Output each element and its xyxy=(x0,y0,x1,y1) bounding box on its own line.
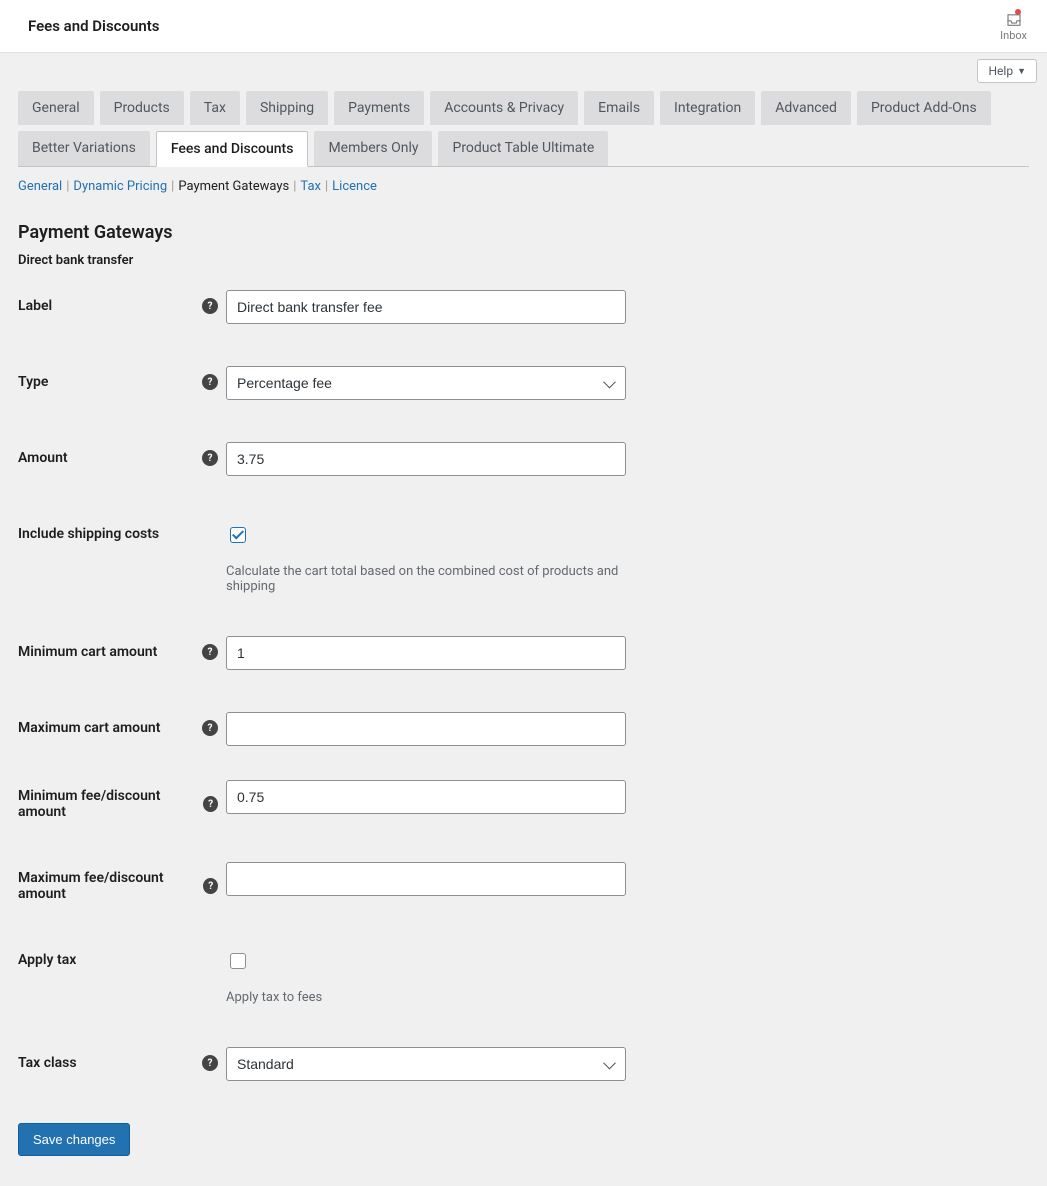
field-amount xyxy=(226,442,626,476)
label-min-cart: Minimum cart amount ? xyxy=(18,636,226,660)
tab-members-only[interactable]: Members Only xyxy=(314,131,432,166)
section-title: Payment Gateways xyxy=(18,222,1029,243)
tab-emails[interactable]: Emails xyxy=(584,91,654,125)
help-icon[interactable]: ? xyxy=(203,878,218,894)
tab-tax[interactable]: Tax xyxy=(190,91,240,125)
type-select[interactable]: Percentage fee xyxy=(226,366,626,400)
row-tax-class: Tax class ? Standard xyxy=(18,1047,1029,1081)
section-subheading: Direct bank transfer xyxy=(18,253,1029,268)
help-label: Help xyxy=(988,64,1013,78)
row-min-cart: Minimum cart amount ? xyxy=(18,636,1029,670)
save-button[interactable]: Save changes xyxy=(18,1123,130,1156)
field-label xyxy=(226,290,626,324)
label-type: Type ? xyxy=(18,366,226,390)
subnav: General | Dynamic Pricing | Payment Gateways… xyxy=(0,167,1047,194)
row-include-shipping: Include shipping costs Calculate the car… xyxy=(18,518,1029,594)
label-max-fee: Maximum fee/discount amount ? xyxy=(18,862,226,902)
label-tax-class: Tax class ? xyxy=(18,1047,226,1071)
help-icon[interactable]: ? xyxy=(202,644,218,660)
row-max-fee: Maximum fee/discount amount ? xyxy=(18,862,1029,902)
subnav-payment-gateways: Payment Gateways xyxy=(178,179,289,194)
subnav-dynamic-pricing[interactable]: Dynamic Pricing xyxy=(73,179,167,194)
row-label: Label ? xyxy=(18,290,1029,324)
label-amount: Amount ? xyxy=(18,442,226,466)
help-icon[interactable]: ? xyxy=(202,720,218,736)
inbox-button[interactable]: Inbox xyxy=(1000,11,1027,42)
subnav-separator: | xyxy=(325,179,328,194)
tab-products[interactable]: Products xyxy=(100,91,184,125)
tab-product-table-ultimate[interactable]: Product Table Ultimate xyxy=(438,131,608,166)
row-max-cart: Maximum cart amount ? xyxy=(18,712,1029,746)
help-icon[interactable]: ? xyxy=(202,374,218,390)
amount-input[interactable] xyxy=(226,442,626,476)
help-icon[interactable]: ? xyxy=(202,450,218,466)
max-cart-input[interactable] xyxy=(226,712,626,746)
field-include-shipping: Calculate the cart total based on the co… xyxy=(226,518,626,594)
field-tax-class: Standard xyxy=(226,1047,626,1081)
help-icon[interactable]: ? xyxy=(202,1055,218,1071)
tab-advanced[interactable]: Advanced xyxy=(761,91,851,125)
subnav-general[interactable]: General xyxy=(18,179,62,194)
min-fee-input[interactable] xyxy=(226,780,626,814)
field-apply-tax: Apply tax to fees xyxy=(226,944,626,1005)
field-min-cart xyxy=(226,636,626,670)
tab-general[interactable]: General xyxy=(18,91,94,125)
tabs: GeneralProductsTaxShippingPaymentsAccoun… xyxy=(18,91,1029,166)
label-max-cart: Maximum cart amount ? xyxy=(18,712,226,736)
tab-shipping[interactable]: Shipping xyxy=(246,91,328,125)
field-type: Percentage fee xyxy=(226,366,626,400)
label-label: Label ? xyxy=(18,290,226,314)
field-max-fee xyxy=(226,862,626,896)
row-min-fee: Minimum fee/discount amount ? xyxy=(18,780,1029,820)
subnav-separator: | xyxy=(171,179,174,194)
tab-fees-and-discounts[interactable]: Fees and Discounts xyxy=(156,131,309,167)
field-min-fee xyxy=(226,780,626,814)
min-cart-input[interactable] xyxy=(226,636,626,670)
max-fee-input[interactable] xyxy=(226,862,626,896)
help-button[interactable]: Help ▼ xyxy=(977,59,1037,83)
help-icon[interactable]: ? xyxy=(203,796,218,812)
tab-integration[interactable]: Integration xyxy=(660,91,755,125)
subnav-separator: | xyxy=(293,179,296,194)
chevron-down-icon: ▼ xyxy=(1017,66,1026,77)
subnav-licence[interactable]: Licence xyxy=(332,179,377,194)
tab-better-variations[interactable]: Better Variations xyxy=(18,131,150,166)
tab-payments[interactable]: Payments xyxy=(334,91,424,125)
row-type: Type ? Percentage fee xyxy=(18,366,1029,400)
label-include-shipping: Include shipping costs xyxy=(18,518,226,542)
inbox-label: Inbox xyxy=(1000,29,1027,42)
content: Payment Gateways Direct bank transfer La… xyxy=(0,194,1047,1186)
topbar: Fees and Discounts Inbox xyxy=(0,0,1047,53)
row-amount: Amount ? xyxy=(18,442,1029,476)
include-shipping-checkbox[interactable] xyxy=(230,527,246,543)
apply-tax-checkbox[interactable] xyxy=(230,953,246,969)
label-input[interactable] xyxy=(226,290,626,324)
subnav-separator: | xyxy=(66,179,69,194)
inbox-notification-dot xyxy=(1015,9,1021,15)
label-apply-tax: Apply tax xyxy=(18,944,226,968)
tax-class-select[interactable]: Standard xyxy=(226,1047,626,1081)
subnav-tax[interactable]: Tax xyxy=(300,179,321,194)
tab-accounts-privacy[interactable]: Accounts & Privacy xyxy=(430,91,578,125)
apply-tax-desc: Apply tax to fees xyxy=(226,990,626,1005)
help-row: Help ▼ xyxy=(0,53,1047,83)
help-icon[interactable]: ? xyxy=(202,298,218,314)
tab-product-add-ons[interactable]: Product Add-Ons xyxy=(857,91,991,125)
label-min-fee: Minimum fee/discount amount ? xyxy=(18,780,226,820)
include-shipping-desc: Calculate the cart total based on the co… xyxy=(226,564,626,594)
field-max-cart xyxy=(226,712,626,746)
tabs-container: GeneralProductsTaxShippingPaymentsAccoun… xyxy=(0,91,1047,167)
page-title: Fees and Discounts xyxy=(28,17,159,35)
row-apply-tax: Apply tax Apply tax to fees xyxy=(18,944,1029,1005)
